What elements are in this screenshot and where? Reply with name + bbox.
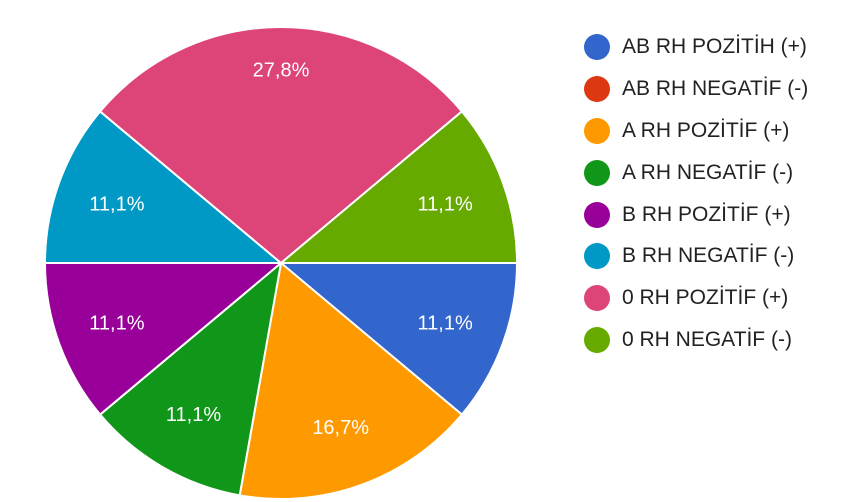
legend-label: 0 RH POZİTİF (+) <box>622 286 789 310</box>
legend-swatch <box>584 285 610 312</box>
pie-slice[interactable] <box>43 262 284 416</box>
legend-swatch <box>584 201 610 228</box>
pie-slice[interactable] <box>43 110 284 264</box>
legend-swatch <box>584 327 610 354</box>
legend-label: A RH POZİTİF (+) <box>622 118 790 142</box>
legend-swatch <box>584 117 610 144</box>
slice-label: 11,1% <box>418 193 473 215</box>
slice-label: 11,1% <box>418 313 473 335</box>
legend-label: B RH NEGATİF (-) <box>622 244 795 268</box>
pie-slice[interactable] <box>98 26 464 265</box>
legend-item[interactable]: 0 RH NEGATİF (-) <box>584 319 808 361</box>
slice-label: 16,7% <box>312 417 369 439</box>
legend-swatch <box>584 33 610 60</box>
pie-slice[interactable] <box>98 260 283 497</box>
slice-label: 11,1% <box>166 404 221 426</box>
legend-item[interactable]: 0 RH POZİTİF (+) <box>584 277 808 319</box>
legend-label: A RH NEGATİF (-) <box>622 160 794 184</box>
legend-swatch <box>584 75 610 102</box>
legend-item[interactable]: A RH NEGATİF (-) <box>584 152 808 194</box>
pie-slice[interactable] <box>238 261 464 500</box>
legend-label: AB RH NEGATİF (-) <box>622 76 809 100</box>
legend-label: AB RH POZİTİH (+) <box>622 34 807 58</box>
legend: AB RH POZİTİH (+) AB RH NEGATİF (-) A RH P… <box>584 26 808 361</box>
legend-item[interactable]: AB RH POZİTİH (+) <box>584 26 808 68</box>
slice-label: 11,1% <box>89 193 144 215</box>
pie-slice[interactable] <box>278 262 519 416</box>
legend-label: B RH POZİTİF (+) <box>622 202 791 226</box>
legend-swatch <box>584 243 610 270</box>
legend-item[interactable]: B RH NEGATİF (-) <box>584 235 808 277</box>
legend-item[interactable]: B RH POZİTİF (+) <box>584 194 808 236</box>
legend-label: 0 RH NEGATİF (-) <box>622 328 792 352</box>
slice-label: 11,1% <box>89 313 144 335</box>
slice-label: 27,8% <box>253 59 310 81</box>
legend-item[interactable]: AB RH NEGATİF (-) <box>584 68 808 110</box>
legend-swatch <box>584 159 610 186</box>
legend-item[interactable]: A RH POZİTİF (+) <box>584 110 808 152</box>
pie-slice[interactable] <box>278 110 519 264</box>
